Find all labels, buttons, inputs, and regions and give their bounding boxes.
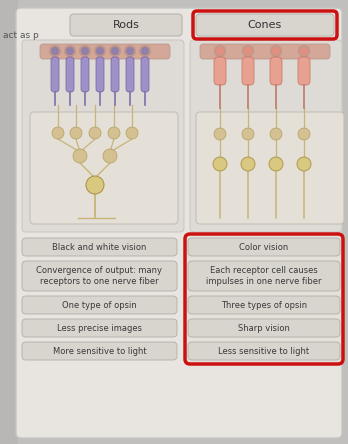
FancyBboxPatch shape	[22, 319, 177, 337]
FancyBboxPatch shape	[188, 319, 340, 337]
FancyBboxPatch shape	[185, 234, 343, 364]
Text: Convergence of output: many
receptors to one nerve fiber: Convergence of output: many receptors to…	[37, 266, 163, 286]
Circle shape	[297, 157, 311, 171]
Text: Less sensitive to light: Less sensitive to light	[219, 346, 310, 356]
FancyBboxPatch shape	[188, 296, 340, 314]
Circle shape	[52, 48, 58, 55]
FancyBboxPatch shape	[30, 112, 178, 224]
FancyBboxPatch shape	[22, 296, 177, 314]
Circle shape	[301, 48, 308, 55]
Circle shape	[103, 149, 117, 163]
FancyBboxPatch shape	[22, 238, 177, 256]
Circle shape	[214, 45, 226, 56]
Circle shape	[96, 48, 103, 55]
Circle shape	[95, 45, 105, 56]
Circle shape	[216, 48, 223, 55]
FancyBboxPatch shape	[70, 14, 182, 36]
FancyBboxPatch shape	[126, 57, 134, 92]
FancyBboxPatch shape	[22, 261, 177, 291]
Circle shape	[243, 45, 253, 56]
Circle shape	[64, 45, 76, 56]
FancyBboxPatch shape	[242, 57, 254, 85]
FancyBboxPatch shape	[40, 44, 170, 59]
Circle shape	[270, 128, 282, 140]
FancyBboxPatch shape	[298, 57, 310, 85]
Text: Three types of opsin: Three types of opsin	[221, 301, 307, 309]
Circle shape	[142, 48, 149, 55]
Text: Sharp vision: Sharp vision	[238, 324, 290, 333]
FancyBboxPatch shape	[270, 57, 282, 85]
FancyBboxPatch shape	[190, 40, 342, 232]
Circle shape	[86, 176, 104, 194]
Circle shape	[241, 157, 255, 171]
Text: Cones: Cones	[248, 20, 282, 30]
Circle shape	[110, 45, 120, 56]
Circle shape	[111, 48, 119, 55]
FancyBboxPatch shape	[214, 57, 226, 85]
FancyBboxPatch shape	[96, 57, 104, 92]
Text: act as p: act as p	[3, 31, 39, 40]
Text: More sensitive to light: More sensitive to light	[53, 346, 146, 356]
Circle shape	[140, 45, 150, 56]
Circle shape	[79, 45, 90, 56]
Circle shape	[52, 127, 64, 139]
FancyBboxPatch shape	[200, 44, 330, 59]
Circle shape	[70, 127, 82, 139]
Circle shape	[213, 157, 227, 171]
Circle shape	[126, 127, 138, 139]
Circle shape	[66, 48, 73, 55]
Circle shape	[73, 149, 87, 163]
Circle shape	[108, 127, 120, 139]
Circle shape	[127, 48, 134, 55]
Circle shape	[272, 48, 279, 55]
FancyBboxPatch shape	[111, 57, 119, 92]
Text: Color vision: Color vision	[239, 242, 288, 251]
Circle shape	[299, 45, 309, 56]
Circle shape	[89, 127, 101, 139]
FancyBboxPatch shape	[22, 342, 177, 360]
FancyBboxPatch shape	[196, 14, 334, 36]
Text: Rods: Rods	[112, 20, 140, 30]
Circle shape	[270, 45, 282, 56]
FancyBboxPatch shape	[22, 40, 184, 232]
Text: One type of opsin: One type of opsin	[62, 301, 137, 309]
Circle shape	[49, 45, 61, 56]
FancyBboxPatch shape	[0, 0, 18, 444]
FancyBboxPatch shape	[141, 57, 149, 92]
Text: Less precise images: Less precise images	[57, 324, 142, 333]
FancyBboxPatch shape	[188, 342, 340, 360]
FancyBboxPatch shape	[16, 8, 342, 438]
FancyBboxPatch shape	[196, 112, 344, 224]
FancyBboxPatch shape	[188, 238, 340, 256]
Circle shape	[242, 128, 254, 140]
Circle shape	[269, 157, 283, 171]
Circle shape	[245, 48, 252, 55]
FancyBboxPatch shape	[51, 57, 59, 92]
Circle shape	[298, 128, 310, 140]
Circle shape	[214, 128, 226, 140]
Text: Each receptor cell causes
impulses in one nerve fiber: Each receptor cell causes impulses in on…	[206, 266, 322, 286]
Circle shape	[81, 48, 88, 55]
FancyBboxPatch shape	[66, 57, 74, 92]
Text: Black and white vision: Black and white vision	[52, 242, 147, 251]
FancyBboxPatch shape	[188, 261, 340, 291]
Circle shape	[125, 45, 135, 56]
FancyBboxPatch shape	[81, 57, 89, 92]
